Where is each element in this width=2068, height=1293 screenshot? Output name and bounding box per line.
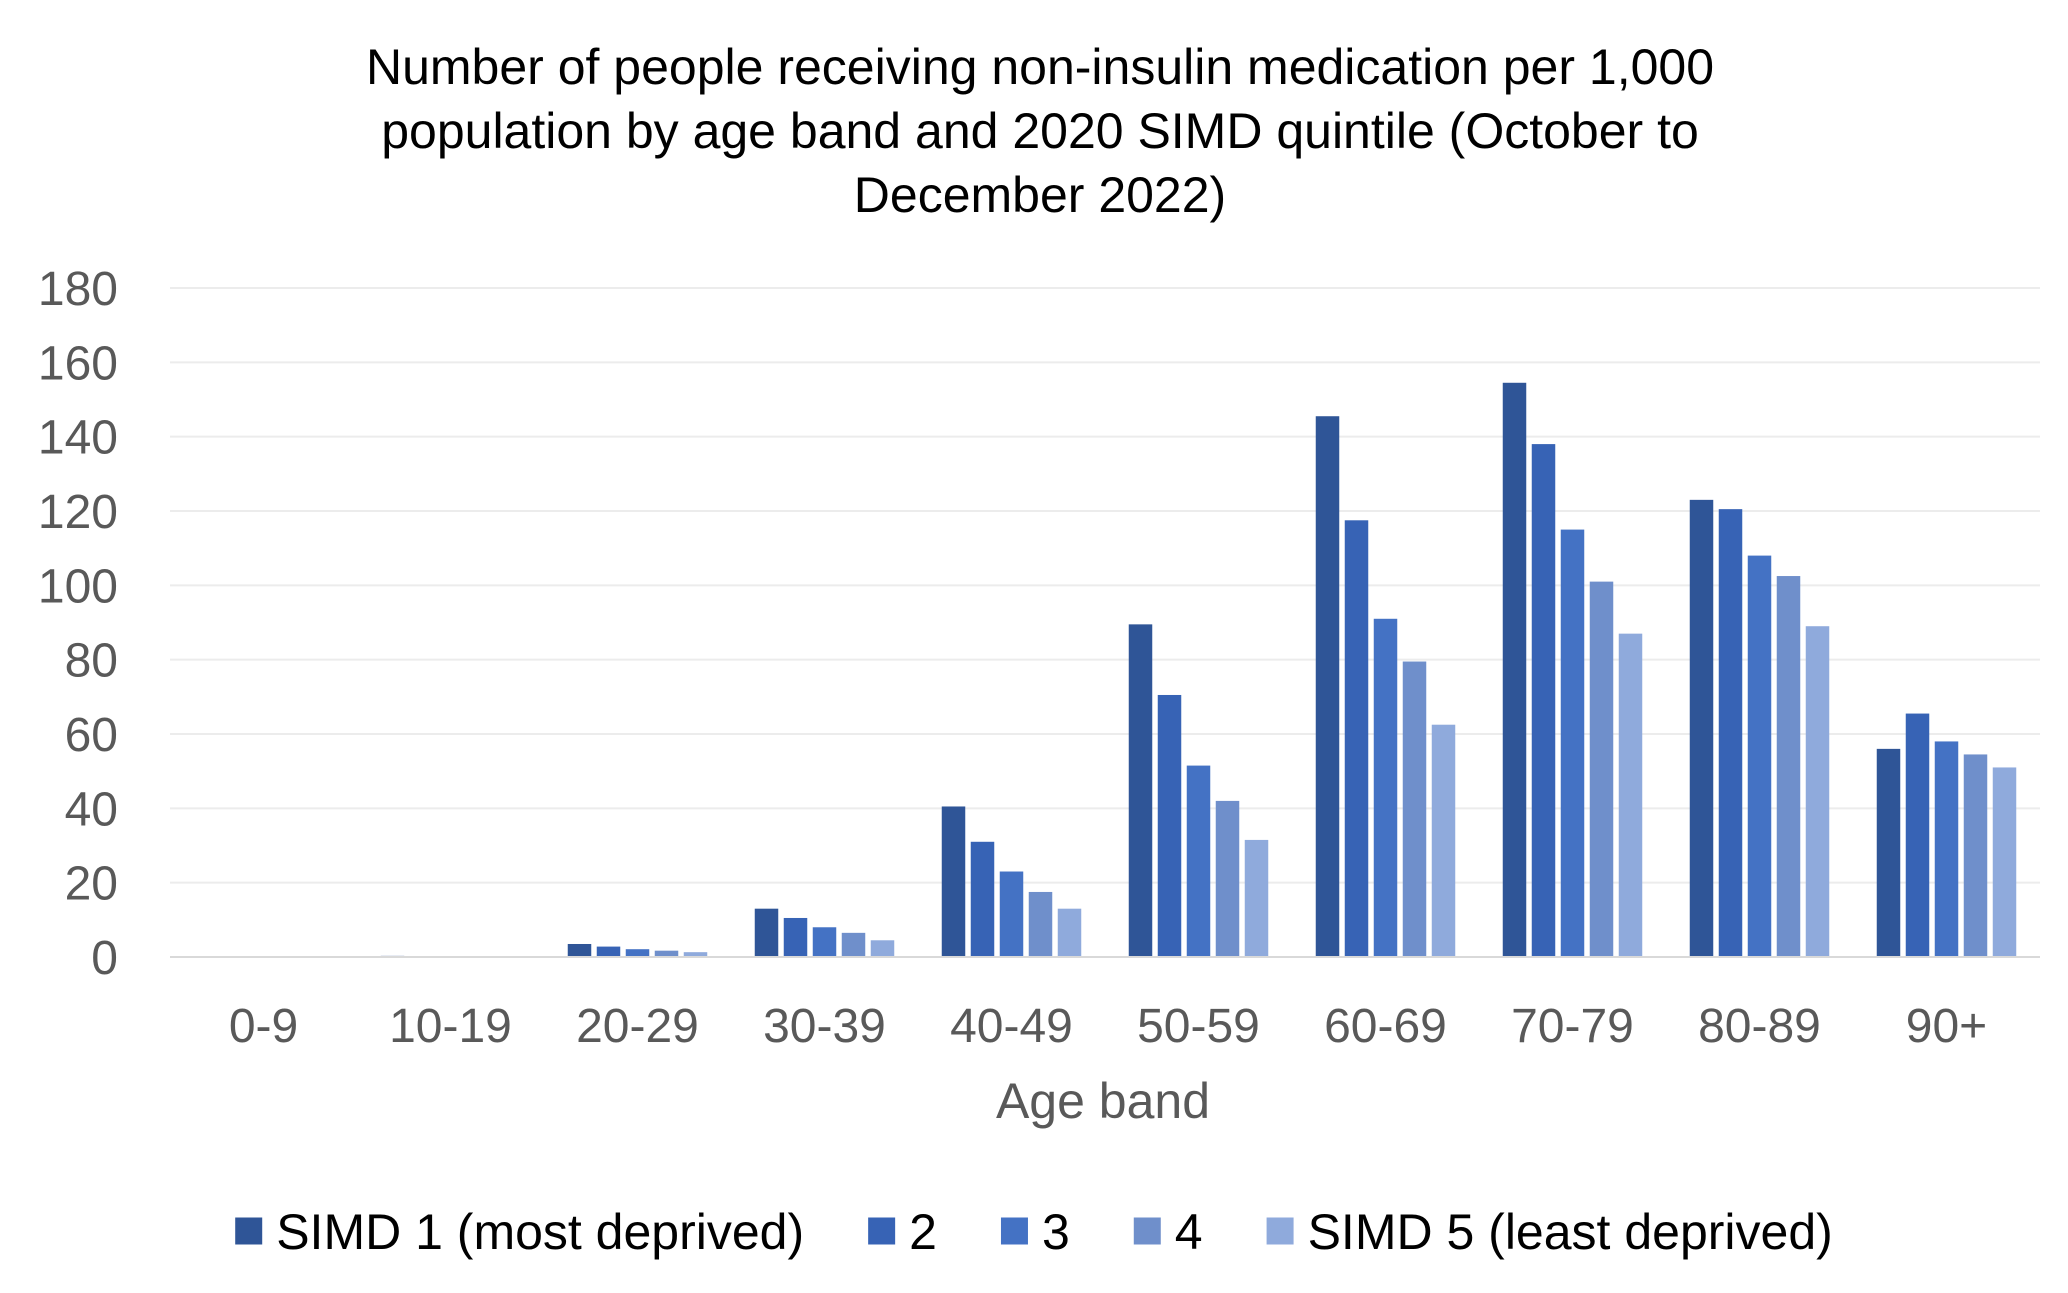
x-tick-label: 30-39 (763, 1000, 886, 1053)
x-tick-label: 60-69 (1324, 1000, 1447, 1053)
bar (999, 871, 1024, 957)
bar (1560, 529, 1585, 957)
legend-label: SIMD 1 (most deprived) (276, 1204, 804, 1260)
y-tick-label: 80 (65, 635, 118, 688)
x-tick-label: 20-29 (576, 1000, 699, 1053)
bar (654, 950, 679, 957)
y-tick-label: 20 (65, 858, 118, 911)
bar (1502, 382, 1527, 957)
y-tick-label: 140 (38, 412, 118, 465)
y-tick-label: 40 (65, 783, 118, 836)
bar (683, 952, 708, 957)
legend-item: 3 (1000, 1204, 1070, 1260)
bar (1618, 633, 1643, 957)
legend-swatch (1000, 1217, 1028, 1245)
bar (1805, 626, 1830, 957)
y-axis-ticks: 0 20 40 60 80 100 120 140 160 180 (38, 263, 118, 985)
bar (1589, 581, 1614, 957)
bar (596, 946, 621, 957)
chart-title-line-3: December 2022) (854, 167, 1226, 223)
bar (1157, 694, 1182, 957)
chart-title: Number of people receiving non-insulin m… (366, 39, 1714, 223)
bar (1128, 624, 1153, 957)
x-tick-label: 90+ (1906, 1000, 1987, 1053)
x-axis-ticks: 0-9 10-19 20-29 30-39 40-49 50-59 60-69 70-79 80… (229, 1000, 1987, 1053)
bars (380, 382, 2017, 958)
x-axis-title: Age band (996, 1073, 1210, 1129)
bar (1531, 444, 1556, 958)
bar (970, 841, 995, 957)
bar (754, 908, 779, 957)
bar (567, 943, 592, 957)
bar (1431, 724, 1456, 957)
bar (783, 917, 808, 957)
legend-swatch (1133, 1217, 1161, 1245)
bar (1718, 509, 1743, 957)
legend-label: SIMD 5 (least deprived) (1308, 1204, 1833, 1260)
bar (1057, 908, 1082, 957)
bar (1689, 499, 1714, 957)
y-tick-label: 120 (38, 486, 118, 539)
bar (1344, 520, 1369, 957)
bar (1028, 891, 1053, 957)
bar (1373, 618, 1398, 957)
bar (1776, 576, 1801, 957)
chart-title-line-2: population by age band and 2020 SIMD qui… (381, 103, 1699, 159)
bar (841, 932, 866, 957)
y-tick-label: 180 (38, 263, 118, 316)
y-tick-label: 0 (91, 932, 118, 985)
y-tick-label: 160 (38, 337, 118, 390)
legend-swatch (868, 1217, 896, 1245)
y-tick-label: 100 (38, 560, 118, 613)
bar (1876, 748, 1901, 957)
legend-label: 2 (909, 1204, 937, 1260)
bar (941, 806, 966, 957)
x-tick-label: 80-89 (1698, 1000, 1821, 1053)
legend-item: SIMD 1 (most deprived) (235, 1204, 804, 1260)
legend-item: 2 (868, 1204, 937, 1260)
bar (625, 949, 650, 957)
bar (1747, 555, 1772, 957)
legend: SIMD 1 (most deprived) 2 3 4 SIMD 5 (least d… (235, 1204, 1833, 1260)
x-tick-label: 0-9 (229, 1000, 298, 1053)
chart-title-line-1: Number of people receiving non-insulin m… (366, 39, 1714, 95)
bar (1315, 416, 1340, 958)
bar (1186, 765, 1211, 957)
x-tick-label: 70-79 (1511, 1000, 1634, 1053)
x-tick-label: 10-19 (389, 1000, 512, 1053)
bar (1934, 741, 1959, 957)
legend-label: 4 (1175, 1204, 1203, 1260)
bar (1905, 713, 1930, 957)
bar (1215, 800, 1240, 957)
bar (812, 927, 837, 957)
legend-item: 4 (1133, 1204, 1203, 1260)
bar (870, 940, 895, 957)
bar (1244, 839, 1269, 957)
x-tick-label: 50-59 (1137, 1000, 1260, 1053)
x-tick-label: 40-49 (950, 1000, 1073, 1053)
bar (1992, 767, 2017, 957)
legend-item: SIMD 5 (least deprived) (1266, 1204, 1833, 1260)
legend-label: 3 (1042, 1204, 1070, 1260)
legend-swatch (235, 1217, 263, 1245)
bar (1963, 754, 1988, 957)
legend-swatch (1266, 1217, 1294, 1245)
bar (1402, 661, 1427, 957)
gridlines (170, 287, 2040, 884)
y-tick-label: 60 (65, 709, 118, 762)
